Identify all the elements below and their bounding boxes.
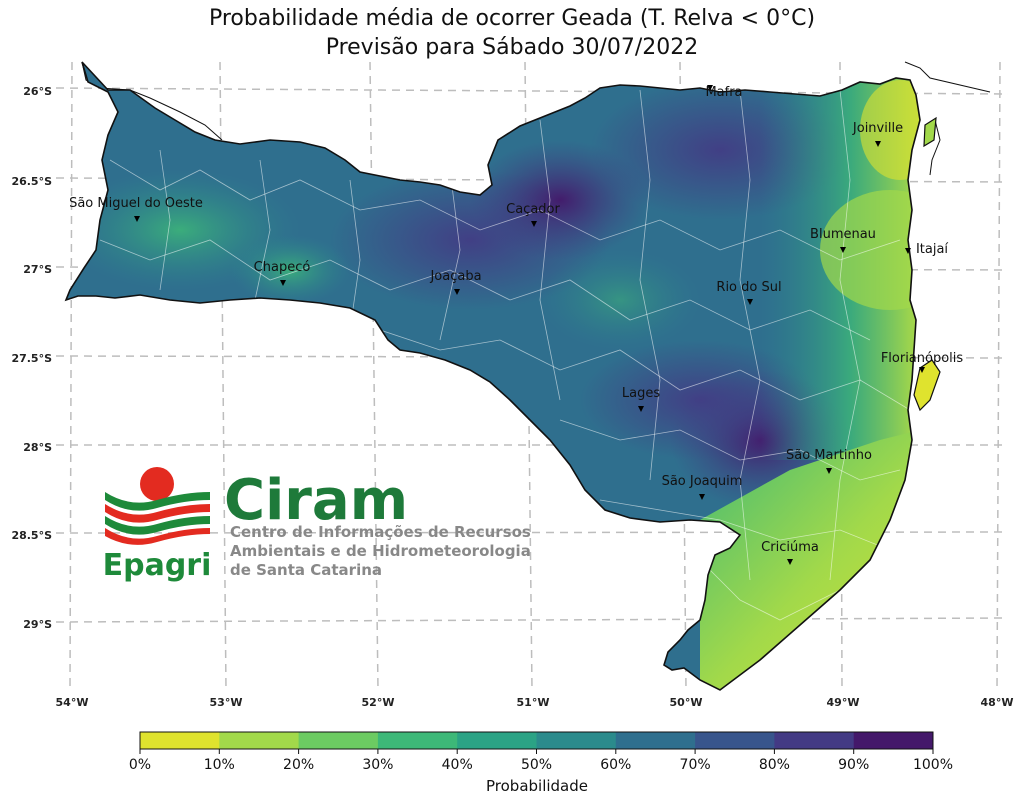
colorbar-label: Probabilidade bbox=[486, 777, 588, 795]
map-subtitle: Previsão para Sábado 30/07/2022 bbox=[325, 35, 699, 60]
city-marker-icon bbox=[840, 247, 846, 253]
city-lages: Lages bbox=[622, 386, 660, 412]
city-label: Lages bbox=[622, 386, 660, 401]
colorbar-tick-label: 90% bbox=[838, 757, 869, 773]
longitude-label: 54°W bbox=[56, 696, 89, 709]
city-marker-icon bbox=[531, 221, 537, 227]
colorbar-swatch bbox=[140, 732, 220, 749]
latitude-label: 28°S bbox=[23, 441, 52, 454]
colorbar-tick-label: 0% bbox=[129, 757, 151, 773]
city-marker-icon bbox=[787, 559, 793, 565]
state-fill bbox=[66, 62, 920, 690]
city-label: Blumenau bbox=[810, 227, 876, 242]
city-joinville: Joinville bbox=[852, 121, 903, 147]
city-itaja-: Itajaí bbox=[905, 242, 948, 257]
colorbar-tick-label: 50% bbox=[521, 757, 552, 773]
colorbar-swatch bbox=[853, 732, 934, 749]
ciram-epagri-logo: Epagri Ciram Centro de Informações de Re… bbox=[103, 467, 531, 583]
city-s-o-joaquim: São Joaquim bbox=[662, 474, 743, 500]
city-joa-aba: Joaçaba bbox=[429, 269, 482, 295]
longitude-label: 50°W bbox=[670, 696, 703, 709]
longitude-labels: 54°W 53°W 52°W 51°W 50°W 49°W 48°W bbox=[56, 696, 1014, 709]
longitude-label: 53°W bbox=[210, 696, 243, 709]
municipal-borders bbox=[99, 89, 911, 621]
city-marker-icon bbox=[826, 468, 832, 474]
city-marker-icon bbox=[638, 406, 644, 412]
city-marker-icon bbox=[707, 85, 713, 91]
sao-francisco-island bbox=[923, 116, 937, 148]
city-blumenau: Blumenau bbox=[810, 227, 876, 253]
longitude-label: 51°W bbox=[517, 696, 550, 709]
city-marker-icon bbox=[905, 248, 911, 254]
city-markers: Mafra Joinville São Miguel do Oeste Caçador… bbox=[69, 85, 963, 565]
colorbar-swatch bbox=[219, 732, 300, 749]
longitude-label: 52°W bbox=[362, 696, 395, 709]
colorbar-swatch bbox=[457, 732, 537, 749]
colorbar-swatch bbox=[774, 732, 855, 749]
santa-catarina-island bbox=[913, 359, 941, 412]
logo-field-stripes-icon bbox=[105, 492, 210, 545]
city-marker-icon bbox=[875, 141, 881, 147]
city-marker-icon bbox=[747, 299, 753, 305]
city-rio-do-sul: Rio do Sul bbox=[716, 280, 782, 305]
logo-subtitle-line1: Centro de Informações de Recursos bbox=[230, 523, 531, 541]
longitude-label: 49°W bbox=[827, 696, 860, 709]
logo-subtitle-line3: de Santa Catarina bbox=[230, 561, 382, 579]
city-marker-icon bbox=[699, 494, 705, 500]
latitude-label: 27°S bbox=[23, 263, 52, 276]
city-label: Joinville bbox=[852, 121, 903, 136]
city-label: São Joaquim bbox=[662, 474, 743, 489]
city-s-o-martinho: São Martinho bbox=[786, 448, 872, 474]
city-label: Chapecó bbox=[254, 260, 311, 275]
colorbar-swatch bbox=[377, 732, 458, 749]
city-label: Mafra bbox=[705, 85, 742, 100]
city-label: São Miguel do Oeste bbox=[69, 196, 203, 211]
city-mafra: Mafra bbox=[705, 85, 743, 100]
colorbar: 0% 10% 20% 30% 40% 50% 60% 70% 80% 90% 100% bbox=[129, 731, 953, 773]
map-title: Probabilidade média de ocorrer Geada (T.… bbox=[208, 6, 816, 31]
colorbar-tick-label: 60% bbox=[600, 757, 631, 773]
city-label: Caçador bbox=[506, 202, 560, 217]
colorbar-swatch bbox=[536, 732, 617, 749]
city-label: Criciúma bbox=[761, 540, 819, 555]
city-marker-icon bbox=[454, 289, 460, 295]
city-label: Joaçaba bbox=[429, 269, 481, 284]
city-crici-ma: Criciúma bbox=[761, 540, 819, 565]
colorbar-tick-label: 40% bbox=[442, 757, 473, 773]
longitude-label: 48°W bbox=[981, 696, 1014, 709]
colorbar-tick-label: 70% bbox=[680, 757, 711, 773]
city-label: Itajaí bbox=[916, 242, 948, 257]
colorbar-tick-label: 100% bbox=[913, 757, 953, 773]
city-chapec-: Chapecó bbox=[254, 260, 311, 286]
colorbar-tick-label: 10% bbox=[204, 757, 235, 773]
logo-epagri-text: Epagri bbox=[103, 548, 212, 583]
logo-ciram-text: Ciram bbox=[224, 468, 408, 533]
city-marker-icon bbox=[280, 280, 286, 286]
logo-subtitle-line2: Ambientais e de Hidrometeorologia bbox=[230, 542, 531, 560]
colorbar-swatch bbox=[695, 732, 775, 749]
latitude-label: 29°S bbox=[23, 618, 52, 631]
latitude-labels: 26°S 26.5°S 27°S 27.5°S 28°S 28.5°S 29°S bbox=[11, 85, 52, 631]
city-marker-icon bbox=[134, 216, 140, 222]
latitude-label: 26°S bbox=[23, 85, 52, 98]
latitude-label: 28.5°S bbox=[11, 529, 52, 542]
city-marker-icon bbox=[919, 367, 925, 373]
city-label: Rio do Sul bbox=[716, 280, 781, 295]
state-outline bbox=[64, 61, 921, 691]
logo-sun-icon bbox=[140, 467, 174, 501]
city-ca-ador: Caçador bbox=[506, 202, 561, 227]
colorbar-tick-label: 80% bbox=[759, 757, 790, 773]
latitude-label: 26.5°S bbox=[11, 175, 52, 188]
colorbar-swatch bbox=[298, 732, 379, 749]
city-florian-polis: Florianópolis bbox=[881, 351, 964, 373]
colorbar-swatch bbox=[615, 732, 696, 749]
latitude-label: 27.5°S bbox=[11, 352, 52, 365]
city-label: São Martinho bbox=[786, 448, 872, 463]
city-label: Florianópolis bbox=[881, 351, 964, 366]
city-s-o-miguel-do-oeste: São Miguel do Oeste bbox=[69, 196, 203, 222]
colorbar-tick-label: 30% bbox=[362, 757, 393, 773]
colorbar-tick-label: 20% bbox=[283, 757, 314, 773]
